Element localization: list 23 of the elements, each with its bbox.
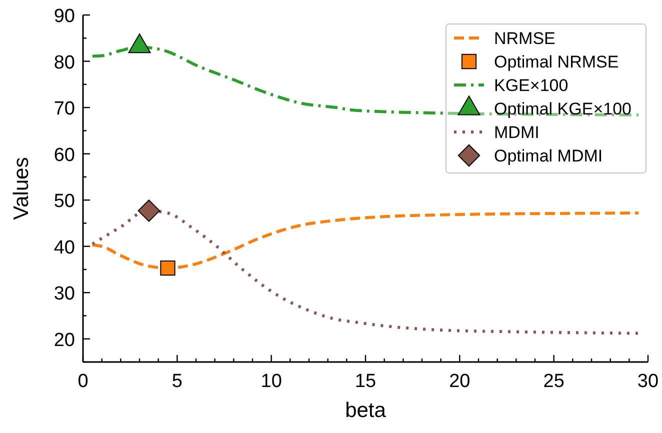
y-tick-label: 80: [54, 52, 75, 74]
y-tick-label: 20: [54, 330, 75, 351]
y-tick-label: 30: [54, 284, 75, 305]
legend-label: Optimal KGE×100: [494, 100, 632, 118]
x-tick-label: 30: [637, 371, 659, 392]
x-axis-title: beta: [345, 399, 386, 422]
legend-label: NRMSE: [494, 29, 556, 48]
legend-label: Optimal MDMI: [494, 146, 603, 166]
x-tick-label: 10: [260, 371, 282, 392]
x-tick-label: 0: [78, 371, 88, 392]
x-tick-label: 5: [172, 371, 182, 392]
y-tick-label: 40: [54, 237, 75, 258]
y-tick-label: 70: [54, 98, 75, 120]
y-tick-label: 90: [54, 6, 75, 27]
y-axis-title: Values: [10, 157, 33, 220]
x-tick-label: 20: [449, 371, 470, 392]
x-tick-label: 25: [543, 371, 564, 392]
x-tick-label: 15: [354, 371, 376, 392]
legend-label: Optimal NRMSE: [494, 52, 619, 72]
y-tick-label: 50: [54, 191, 75, 212]
y-tick-label: 60: [54, 144, 75, 166]
legend-label: MDMI: [494, 123, 540, 142]
legend-label: KGE×100: [494, 76, 568, 95]
